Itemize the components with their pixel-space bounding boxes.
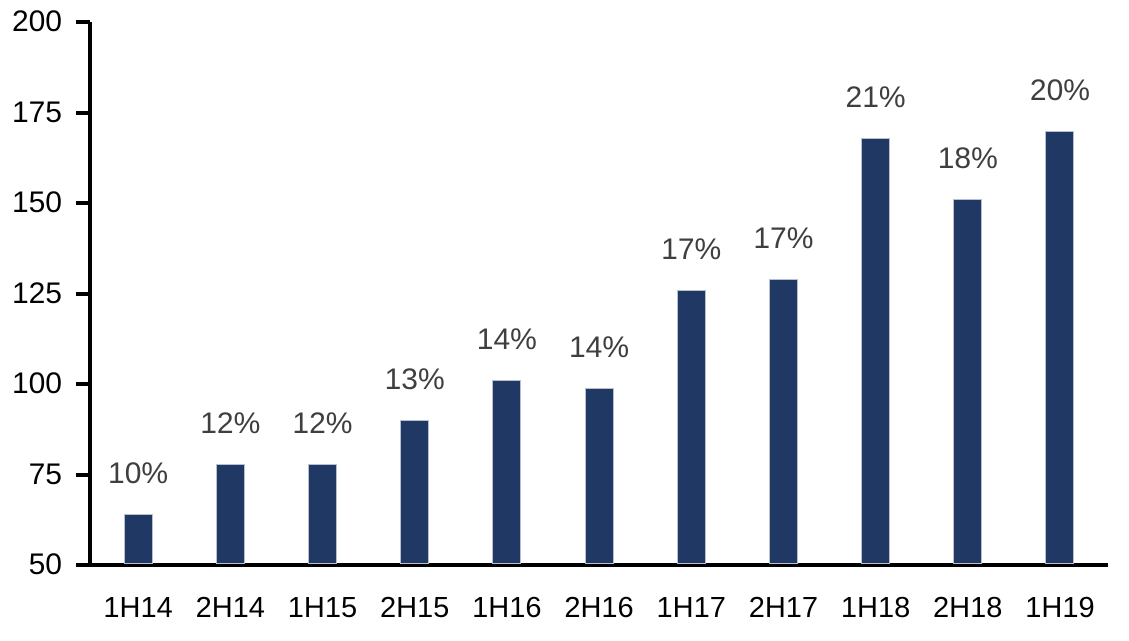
bar-data-label: 10% [108,457,169,491]
bar-data-label: 12% [200,406,261,440]
x-axis-line [76,563,1108,567]
bar-data-label: 13% [384,363,445,397]
y-axis-line [88,22,92,567]
bar [1045,130,1075,564]
x-tick-label: 1H18 [840,592,911,624]
y-tick-mark [76,563,90,567]
bar-data-label: 18% [937,142,998,176]
y-tick-mark [76,291,90,296]
y-tick-mark [76,20,90,24]
bar [215,463,245,564]
y-tick-mark [76,110,90,115]
bar [676,289,706,564]
x-tick-label: 1H16 [472,592,542,624]
x-tick-label: 2H17 [748,592,819,624]
x-tick-label: 1H17 [656,592,726,624]
bar [492,380,522,564]
bar [768,279,798,564]
bar-data-label: 21% [845,80,906,114]
x-tick-label: 2H14 [195,592,265,624]
y-tick-label: 175 [11,95,62,129]
y-tick-mark [76,382,90,386]
y-tick-mark [76,201,90,205]
bar-data-label: 14% [476,323,537,357]
x-tick-label: 1H14 [103,592,173,624]
y-tick-label: 125 [11,276,62,310]
y-tick-label: 200 [11,5,62,38]
x-tick-label: 1H19 [1025,592,1095,624]
bar-data-label: 17% [661,232,722,266]
bar [953,199,983,564]
bar-data-label: 17% [753,222,814,256]
y-tick-label: 75 [28,457,62,491]
bar [400,420,430,564]
bar [123,514,153,564]
bar-data-label: 14% [568,330,630,364]
bar [861,137,891,564]
x-tick-label: 2H18 [933,592,1003,624]
bar-data-label: 12% [292,406,353,440]
x-tick-label: 2H15 [379,592,450,624]
y-tick-mark [76,472,90,477]
bar [584,387,614,564]
x-tick-label: 2H16 [564,592,634,624]
y-tick-label: 100 [11,367,62,400]
x-tick-label: 1H15 [287,592,358,624]
bar [307,463,337,564]
bar-data-label: 20% [1029,73,1090,107]
y-tick-label: 50 [28,548,62,581]
y-tick-label: 150 [11,186,62,219]
